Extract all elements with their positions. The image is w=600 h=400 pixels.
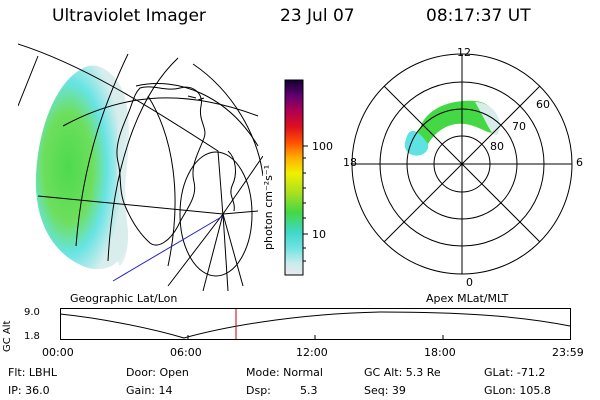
status-glon: GLon: 105.8 xyxy=(484,384,551,397)
orbit-ylabel: GC Alt xyxy=(2,320,13,352)
orbit-altitude-curve xyxy=(59,311,571,339)
status-gain: Gain: 14 xyxy=(126,384,173,397)
mlat-label-70: 70 xyxy=(512,120,526,133)
status-ip: IP: 36.0 xyxy=(8,384,50,397)
orbit-xtick-4: 23:59 xyxy=(552,346,584,359)
status-seq: Seq: 39 xyxy=(364,384,406,397)
status-dsp-value: 5.3 xyxy=(300,384,318,397)
status-dsp: Dsp: xyxy=(246,384,271,397)
status-door: Door: Open xyxy=(126,366,189,379)
time-label: 08:17:37 UT xyxy=(426,6,531,26)
status-mode: Mode: Normal xyxy=(246,366,323,379)
orbit-ytick-low: 1.8 xyxy=(24,331,40,342)
orbit-xtick-1: 06:00 xyxy=(170,346,202,359)
mlt-label-0: 0 xyxy=(466,276,473,289)
orbit-altitude-plot xyxy=(59,308,571,340)
orbit-xtick-0: 00:00 xyxy=(42,346,74,359)
status-filter: Flt: LBHL xyxy=(8,366,57,379)
coastline xyxy=(116,86,206,246)
colorbar-unit-label: photon cm⁻²s⁻¹ xyxy=(262,164,275,250)
mlt-label-6: 6 xyxy=(576,156,583,169)
mlt-label-12: 12 xyxy=(457,46,471,59)
status-gc-alt: GC Alt: 5.3 Re xyxy=(364,366,441,379)
mlat-label-80: 80 xyxy=(490,140,504,153)
polar-aurora xyxy=(416,100,497,146)
status-glat: GLat: -71.2 xyxy=(484,366,546,379)
orbit-xtick-3: 18:00 xyxy=(424,346,456,359)
mlt-label-18: 18 xyxy=(343,156,357,169)
mlat-label-60: 60 xyxy=(536,98,550,111)
colorbar-tick-10: 10 xyxy=(312,228,326,241)
orbit-track xyxy=(112,215,224,282)
date-label: 23 Jul 07 xyxy=(280,6,355,26)
aurora-emission xyxy=(35,65,129,270)
instrument-title: Ultraviolet Imager xyxy=(52,6,206,26)
geographic-map xyxy=(18,43,263,291)
geo-map-label: Geographic Lat/Lon xyxy=(70,292,178,305)
polar-plot-label: Apex MLat/MLT xyxy=(426,292,509,305)
orbit-xtick-2: 12:00 xyxy=(296,346,328,359)
orbit-ytick-high: 9.0 xyxy=(24,307,40,318)
polar-plot xyxy=(351,53,573,275)
colorbar xyxy=(284,79,308,276)
colorbar-tick-100: 100 xyxy=(312,140,333,153)
